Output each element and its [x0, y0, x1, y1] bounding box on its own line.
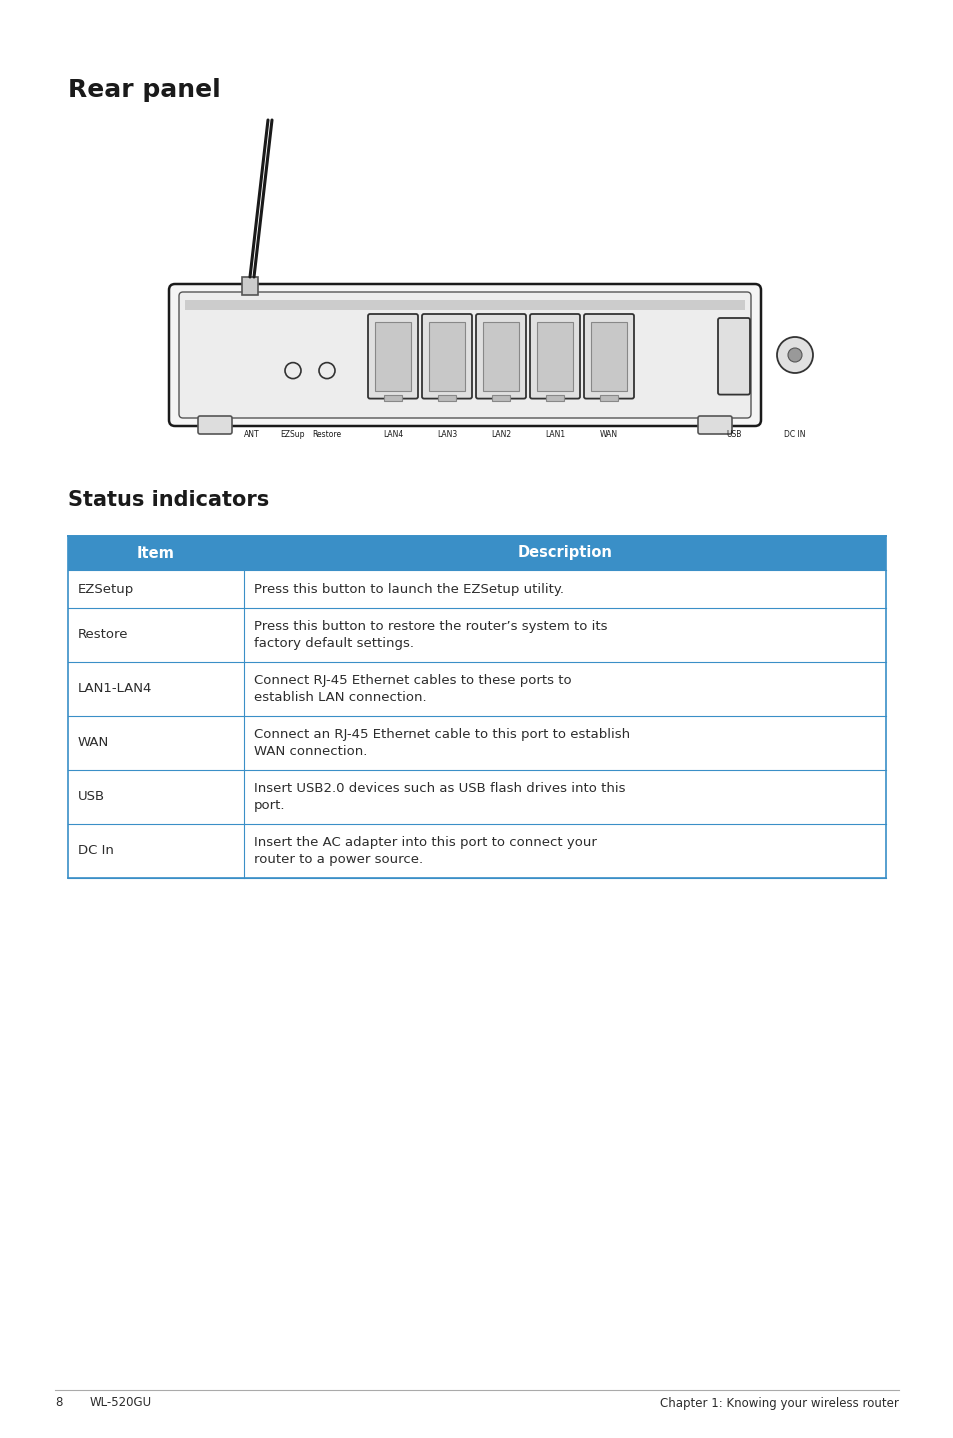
Bar	[68, 569, 885, 608]
Text: LAN1: LAN1	[544, 430, 564, 439]
Bar	[482, 322, 518, 391]
Bar	[537, 322, 573, 391]
FancyBboxPatch shape	[421, 313, 472, 398]
Bar	[185, 301, 744, 311]
Text: LAN3: LAN3	[436, 430, 456, 439]
Circle shape	[787, 348, 801, 362]
Bar	[590, 322, 626, 391]
Text: LAN4: LAN4	[382, 430, 403, 439]
Bar	[375, 322, 411, 391]
Text: Description: Description	[517, 545, 612, 561]
Text: 8: 8	[55, 1396, 62, 1409]
Text: Insert the AC adapter into this port to connect your
router to a power source.: Insert the AC adapter into this port to …	[253, 835, 597, 866]
Text: Press this button to launch the EZSetup utility.: Press this button to launch the EZSetup …	[253, 582, 563, 595]
Bar	[68, 661, 885, 716]
Text: DC In: DC In	[78, 844, 113, 857]
Text: DC IN: DC IN	[783, 430, 805, 439]
Bar	[68, 716, 885, 769]
Bar	[68, 824, 885, 879]
FancyBboxPatch shape	[368, 313, 417, 398]
Bar	[68, 608, 885, 661]
Text: WAN: WAN	[78, 736, 110, 749]
FancyBboxPatch shape	[698, 416, 731, 434]
FancyBboxPatch shape	[583, 313, 634, 398]
Text: EZSetup: EZSetup	[78, 582, 134, 595]
Bar	[492, 394, 510, 401]
Bar	[429, 322, 464, 391]
Bar	[68, 769, 885, 824]
FancyBboxPatch shape	[198, 416, 232, 434]
FancyBboxPatch shape	[179, 292, 750, 418]
Bar	[242, 278, 257, 295]
Bar	[599, 394, 618, 401]
Bar	[68, 536, 885, 569]
Text: USB: USB	[725, 430, 740, 439]
Text: Insert USB2.0 devices such as USB flash drives into this
port.: Insert USB2.0 devices such as USB flash …	[253, 782, 625, 812]
Bar	[384, 394, 401, 401]
Text: Connect RJ-45 Ethernet cables to these ports to
establish LAN connection.: Connect RJ-45 Ethernet cables to these p…	[253, 674, 571, 705]
Text: ANT: ANT	[244, 430, 259, 439]
FancyBboxPatch shape	[169, 283, 760, 426]
Text: LAN2: LAN2	[491, 430, 511, 439]
Text: LAN1-LAN4: LAN1-LAN4	[78, 683, 152, 696]
Text: Restore: Restore	[78, 628, 129, 641]
Text: Connect an RJ-45 Ethernet cable to this port to establish
WAN connection.: Connect an RJ-45 Ethernet cable to this …	[253, 728, 629, 758]
FancyBboxPatch shape	[718, 318, 749, 394]
Bar	[437, 394, 456, 401]
Bar	[545, 394, 563, 401]
FancyBboxPatch shape	[530, 313, 579, 398]
FancyBboxPatch shape	[476, 313, 525, 398]
Text: USB: USB	[78, 791, 105, 804]
Text: Rear panel: Rear panel	[68, 78, 220, 102]
Text: WL-520GU: WL-520GU	[90, 1396, 152, 1409]
Text: Item: Item	[137, 545, 174, 561]
Text: Restore: Restore	[313, 430, 341, 439]
Circle shape	[776, 336, 812, 372]
Text: Press this button to restore the router’s system to its
factory default settings: Press this button to restore the router’…	[253, 620, 607, 650]
Text: Chapter 1: Knowing your wireless router: Chapter 1: Knowing your wireless router	[659, 1396, 898, 1409]
Text: EZSup: EZSup	[280, 430, 305, 439]
Text: Status indicators: Status indicators	[68, 490, 269, 510]
Text: WAN: WAN	[599, 430, 618, 439]
